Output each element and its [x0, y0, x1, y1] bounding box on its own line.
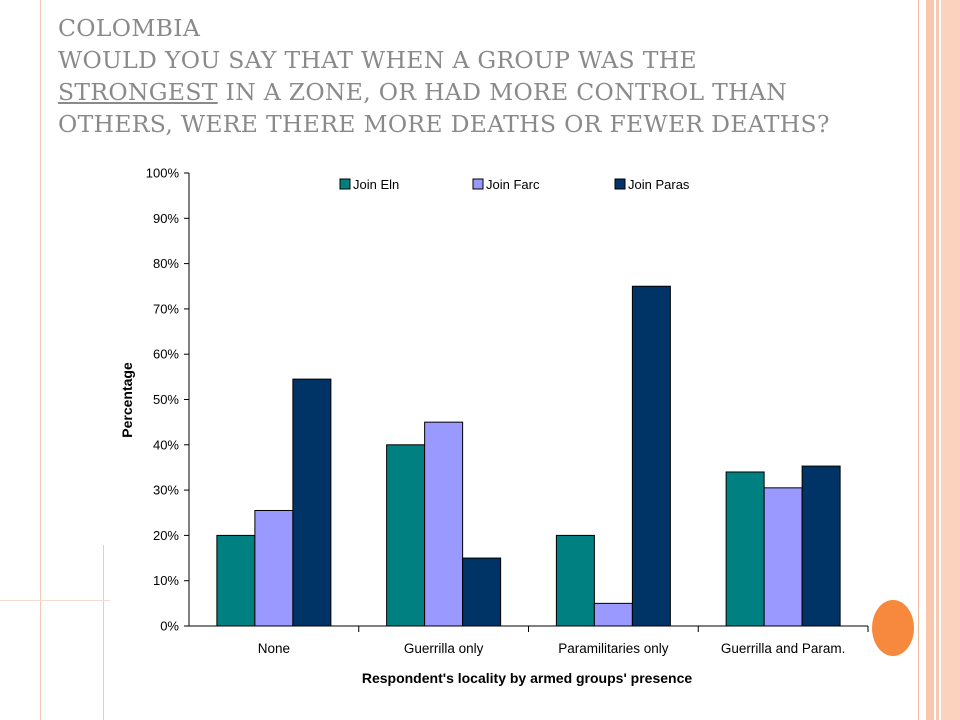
bar-join-paras	[462, 557, 502, 627]
accent-stripe-2	[936, 0, 939, 720]
y-tick-label: 70%	[153, 301, 179, 316]
x-category-label: Paramilitaries only	[558, 641, 669, 656]
bar-join-paras	[292, 378, 332, 627]
legend-swatch	[472, 178, 484, 190]
bar-join-farc	[424, 421, 464, 627]
y-tick-label: 0%	[160, 619, 179, 634]
y-tick-label: 30%	[153, 483, 179, 498]
legend-entry: Join Paras	[628, 177, 690, 192]
frame-line-horizontal	[0, 600, 110, 601]
title-line-3-rest: IN A ZONE, OR HAD MORE CONTROL THAN	[225, 78, 788, 106]
bar-join-farc	[593, 602, 633, 627]
x-category-label: None	[258, 641, 290, 656]
y-tick-label: 80%	[153, 256, 179, 271]
x-category-label: Guerrilla and Param.	[721, 641, 846, 656]
title-line-4: OTHERS, WERE THERE MORE DEATHS OR FEWER …	[58, 110, 830, 138]
bar-join-eln	[386, 444, 426, 627]
x-category-label: Guerrilla only	[404, 641, 484, 656]
y-tick-label: 100%	[146, 166, 180, 181]
y-tick-label: 10%	[153, 573, 179, 588]
legend-swatch	[339, 178, 351, 190]
y-tick-label: 90%	[153, 211, 179, 226]
title-line-2: WOULD YOU SAY THAT WHEN A GROUP WAS THE	[58, 46, 697, 74]
bar-join-paras	[631, 285, 671, 627]
accent-stripe-1	[926, 0, 934, 720]
y-tick-label: 60%	[153, 347, 179, 362]
accent-stripe-3	[941, 0, 960, 720]
x-axis-label: Respondent's locality by armed groups' p…	[362, 670, 693, 686]
title-line-3: STRONGEST IN A ZONE, OR HAD MORE CONTROL…	[58, 76, 918, 108]
frame-line-inner	[103, 545, 104, 720]
y-tick-label: 40%	[153, 437, 179, 452]
bar-join-eln	[555, 534, 595, 627]
title-line-1: COLOMBIA	[58, 14, 201, 42]
accent-dot	[872, 600, 914, 656]
frame-line-right	[918, 0, 919, 720]
bar-join-eln	[725, 471, 765, 627]
bar-join-farc	[254, 509, 294, 627]
legend-entry: Join Farc	[486, 177, 540, 192]
bar-join-paras	[801, 465, 841, 627]
frame-line-left	[40, 0, 41, 720]
plot-area: 0% 10% 20% 30% 40% 50% 60% 70% 80% 90% 100% None Gue…	[146, 166, 869, 656]
title-underlined-word: STRONGEST	[58, 78, 218, 106]
bar-join-eln	[216, 534, 256, 627]
y-axis-label: Percentage	[119, 362, 135, 438]
slide-title: COLOMBIA WOULD YOU SAY THAT WHEN A GROUP…	[58, 12, 918, 140]
legend-swatch	[614, 178, 626, 190]
y-tick-label: 50%	[153, 392, 179, 407]
legend-entry: Join Eln	[353, 177, 399, 192]
y-tick-label: 20%	[153, 528, 179, 543]
bar-join-farc	[763, 487, 803, 627]
